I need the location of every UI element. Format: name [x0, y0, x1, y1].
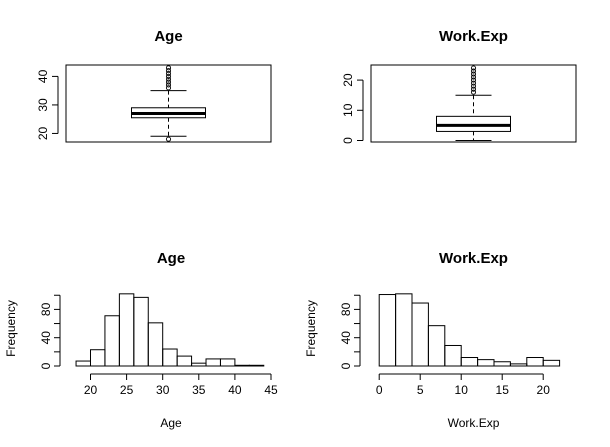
y-tick-label: 40 — [36, 69, 50, 83]
x-tick-label: 20 — [537, 383, 551, 397]
histogram-bar — [395, 293, 413, 367]
age-histogram-title: Age — [157, 250, 185, 267]
histogram-bar — [477, 359, 495, 367]
outlier-point — [470, 80, 477, 86]
outlier-point — [165, 85, 172, 91]
outlier-point — [470, 68, 477, 74]
outlier-point — [165, 71, 172, 77]
x-tick-label: 35 — [192, 383, 206, 397]
age-histogram-ylabel: Frequency — [4, 300, 18, 357]
y-tick-label: 10 — [341, 103, 355, 117]
histogram-bar — [493, 361, 511, 367]
age-boxplot-title: Age — [154, 28, 182, 45]
outlier-point — [470, 71, 477, 77]
outlier-point — [165, 82, 172, 88]
histogram-bar — [162, 348, 178, 367]
x-tick-label: 15 — [496, 383, 510, 397]
histogram-bar — [118, 293, 135, 367]
histogram-bar — [509, 363, 528, 367]
workexp-histogram-ylabel: Frequency — [304, 300, 318, 357]
y-tick-label: 20 — [36, 126, 50, 140]
histogram-bar — [147, 322, 164, 367]
histogram-bar — [89, 349, 106, 367]
outlier-point — [470, 65, 477, 71]
workexp-histogram-xlabel: Work.Exp — [448, 416, 500, 430]
workexp-histogram-title: Work.Exp — [439, 250, 508, 267]
histogram-bar — [526, 357, 544, 367]
histogram-bar — [542, 359, 561, 367]
y-tick-label: 0 — [39, 362, 53, 369]
histogram-bar — [460, 357, 479, 367]
x-tick-label: 45 — [264, 383, 278, 397]
y-tick-label: 30 — [36, 98, 50, 112]
x-tick-label: 5 — [417, 383, 424, 397]
outlier-point — [165, 76, 172, 82]
age-histogram-xlabel: Age — [160, 416, 182, 430]
y-tick-label: 80 — [39, 302, 53, 316]
histogram-bar — [444, 344, 462, 367]
histogram-bar — [205, 358, 221, 367]
y-tick-label: 40 — [339, 331, 353, 345]
histogram-bar — [104, 315, 120, 367]
histogram-bar — [133, 296, 149, 367]
iqr-box — [436, 115, 511, 132]
histogram-bar — [191, 362, 207, 367]
y-tick-label: 0 — [341, 137, 355, 144]
outlier-point — [165, 68, 172, 74]
age-histogram-panel: Age Age Frequency 20 25 30 35 40 45 0 40 80 — [4, 250, 278, 430]
y-tick-label: 0 — [339, 362, 353, 369]
outlier-point — [470, 74, 477, 80]
histogram-bar — [378, 294, 397, 367]
x-tick-label: 0 — [376, 383, 383, 397]
workexp-boxplot-panel: Work.Exp 0 10 20 — [341, 28, 577, 144]
histogram-bar — [219, 358, 236, 367]
outlier-point — [470, 83, 477, 89]
histogram-bar — [176, 355, 193, 367]
histogram-bar — [411, 302, 429, 367]
outlier-point — [165, 65, 172, 71]
histogram-bar — [427, 325, 446, 367]
outlier-point — [470, 77, 477, 83]
histogram-bar — [248, 364, 265, 367]
outlier-point — [165, 79, 172, 85]
x-tick-label: 30 — [156, 383, 170, 397]
workexp-boxplot-title: Work.Exp — [439, 28, 508, 45]
y-tick-label: 40 — [39, 331, 53, 345]
age-boxplot-panel: Age 20 30 40 — [36, 28, 272, 143]
workexp-histogram-panel: Work.Exp Work.Exp Frequency 0 5 10 15 20 0 40 8… — [304, 250, 561, 430]
plot-frame — [370, 64, 577, 143]
outlier-point — [470, 86, 477, 92]
x-tick-label: 25 — [120, 383, 134, 397]
y-tick-label: 20 — [341, 73, 355, 87]
histogram-bar — [75, 360, 91, 367]
outlier-point — [165, 73, 172, 79]
outlier-point — [165, 136, 172, 142]
y-tick-label: 80 — [339, 302, 353, 316]
x-tick-label: 40 — [228, 383, 242, 397]
x-tick-label: 10 — [455, 383, 469, 397]
outlier-point — [470, 89, 477, 95]
histogram-bar — [234, 364, 250, 367]
x-tick-label: 20 — [84, 383, 98, 397]
plot-frame — [65, 64, 272, 143]
